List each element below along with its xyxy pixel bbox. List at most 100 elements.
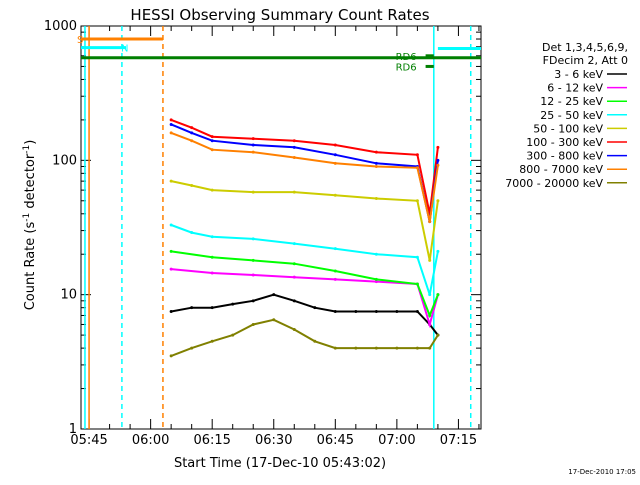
y-tick-label: 1 xyxy=(69,422,77,437)
series-point xyxy=(354,309,358,313)
series-point xyxy=(428,313,432,317)
series-point xyxy=(415,166,419,170)
series-point xyxy=(292,242,296,246)
series-point xyxy=(292,190,296,194)
series-point xyxy=(190,183,194,187)
legend-label: 25 - 50 keV xyxy=(540,109,603,122)
x-axis-label: Start Time (17-Dec-10 05:43:02) xyxy=(174,456,386,471)
series-point xyxy=(251,322,255,326)
series-point xyxy=(333,247,337,251)
legend-header-1: Det 1,3,4,5,6,9, xyxy=(542,41,628,54)
series-point xyxy=(428,220,432,224)
series-line xyxy=(171,268,439,329)
series-point xyxy=(333,346,337,350)
x-tick-label: 05:45 xyxy=(70,433,107,448)
series-line xyxy=(170,123,439,222)
series-point xyxy=(251,150,255,154)
x-tick-label: 06:00 xyxy=(132,433,169,448)
series-point xyxy=(436,163,440,167)
y-axis-label-sup2: -1 xyxy=(22,145,32,154)
series-point xyxy=(415,199,419,203)
flag-label: RD6 xyxy=(396,62,417,73)
series-point xyxy=(190,231,194,235)
x-tick-label: 06:45 xyxy=(317,433,354,448)
series-line xyxy=(171,293,439,336)
series-point xyxy=(210,188,214,192)
legend-label: 50 - 100 keV xyxy=(533,122,603,135)
footer-date: 17-Dec-2010 17:05 xyxy=(568,468,636,476)
series-point xyxy=(428,293,432,297)
x-tick-label: 07:00 xyxy=(378,433,415,448)
series-point xyxy=(374,277,378,281)
series-point xyxy=(354,346,358,350)
x-tick-label: 07:15 xyxy=(440,433,477,448)
series-point xyxy=(292,145,296,149)
legend-label: 100 - 300 keV xyxy=(526,136,603,149)
series-point xyxy=(292,275,296,279)
series-point xyxy=(190,306,194,310)
series-point xyxy=(292,299,296,303)
y-tick-label: 1000 xyxy=(44,19,77,34)
series-point xyxy=(333,193,337,197)
series-point xyxy=(210,306,214,310)
legend-label: 12 - 25 keV xyxy=(540,95,603,108)
series-point xyxy=(190,126,194,130)
series-point xyxy=(251,258,255,262)
series-point xyxy=(436,249,440,253)
series-point xyxy=(251,273,255,277)
y-axis-label-close: ) xyxy=(23,140,38,145)
flag-label: RD6 xyxy=(396,52,417,63)
series-point xyxy=(313,339,317,343)
series-point xyxy=(251,143,255,147)
series-point xyxy=(292,328,296,332)
x-tick-label: 06:30 xyxy=(255,433,292,448)
series-point xyxy=(210,139,214,143)
series-point xyxy=(333,269,337,273)
y-axis-label-part: Count Rate (s xyxy=(23,222,38,311)
series-point xyxy=(374,309,378,313)
series-point xyxy=(436,333,440,337)
chart-title: HESSI Observing Summary Count Rates xyxy=(130,6,429,24)
series-point xyxy=(210,255,214,259)
series-point xyxy=(272,293,276,297)
series-point xyxy=(210,135,214,139)
series-line xyxy=(170,318,439,357)
series-point xyxy=(436,293,440,297)
series-line xyxy=(170,224,439,296)
series-point xyxy=(374,161,378,165)
series-point xyxy=(292,139,296,143)
series-point xyxy=(190,131,194,135)
series-point xyxy=(210,339,214,343)
series-point xyxy=(169,267,173,271)
series-point xyxy=(210,271,214,275)
series-point xyxy=(428,322,432,326)
series-point xyxy=(231,302,235,306)
series-point xyxy=(436,199,440,203)
series-point xyxy=(251,299,255,303)
flag-label: N xyxy=(121,44,128,55)
legend-label: 800 - 7000 keV xyxy=(519,163,603,176)
series-point xyxy=(436,145,440,149)
series-point xyxy=(190,139,194,143)
series-point xyxy=(169,118,173,122)
series-point xyxy=(313,306,317,310)
series-point xyxy=(333,153,337,157)
series-point xyxy=(292,262,296,266)
plot-frame xyxy=(80,25,482,430)
series-line xyxy=(170,180,439,261)
series-point xyxy=(251,190,255,194)
y-tick-label: 10 xyxy=(60,288,77,303)
series-point xyxy=(333,309,337,313)
series-point xyxy=(169,354,173,358)
series-point xyxy=(374,164,378,168)
series-point xyxy=(395,346,399,350)
legend: Det 1,3,4,5,6,9, FDecim 2, Att 0 3 - 6 k… xyxy=(505,41,628,190)
series-point xyxy=(190,346,194,350)
legend-label: 6 - 12 keV xyxy=(547,82,603,95)
series-point xyxy=(169,309,173,313)
series-point xyxy=(415,255,419,259)
series-point xyxy=(210,235,214,239)
series-point xyxy=(415,309,419,313)
series-point xyxy=(292,155,296,159)
